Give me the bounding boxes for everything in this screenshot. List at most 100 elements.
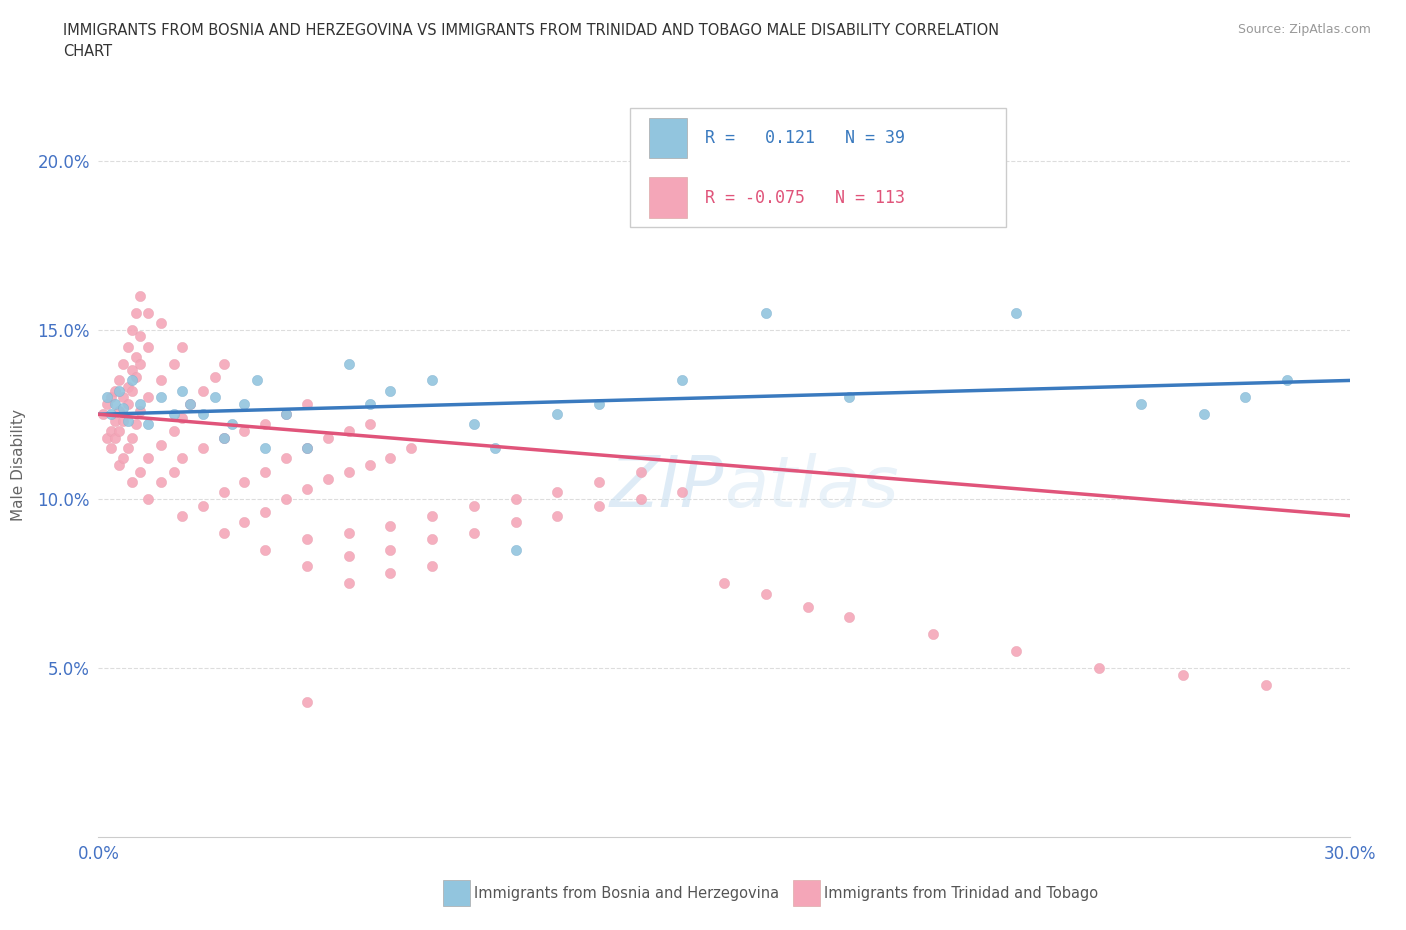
Point	[274, 406, 298, 421]
Point	[100, 406, 122, 421]
Point	[170, 339, 193, 354]
Bar	[443, 880, 470, 906]
Point	[380, 383, 402, 398]
Point	[274, 451, 298, 466]
Point	[359, 458, 381, 472]
Bar	[650, 177, 686, 218]
Point	[359, 397, 381, 412]
Text: CHART: CHART	[63, 44, 112, 59]
Point	[121, 474, 143, 489]
Point	[212, 525, 235, 540]
Point	[380, 565, 402, 580]
Point	[108, 424, 131, 439]
Point	[204, 390, 226, 405]
Point	[337, 549, 360, 564]
Point	[484, 441, 506, 456]
Text: Immigrants from Trinidad and Tobago: Immigrants from Trinidad and Tobago	[824, 886, 1098, 901]
Text: ZIP: ZIP	[610, 453, 724, 522]
Point	[233, 397, 256, 412]
Point	[138, 491, 160, 506]
Point	[112, 400, 135, 415]
Point	[125, 369, 148, 384]
Point	[838, 610, 860, 625]
Point	[505, 491, 527, 506]
FancyBboxPatch shape	[630, 108, 1005, 227]
Point	[505, 515, 527, 530]
Point	[254, 464, 277, 479]
Point	[162, 356, 184, 371]
Point	[1088, 660, 1111, 675]
Point	[713, 576, 735, 591]
Text: R =   0.121   N = 39: R = 0.121 N = 39	[706, 129, 905, 147]
Point	[546, 509, 568, 524]
Point	[295, 532, 318, 547]
Point	[337, 464, 360, 479]
Point	[921, 627, 943, 642]
Point	[546, 485, 568, 499]
Point	[191, 406, 214, 421]
Point	[129, 356, 152, 371]
Point	[254, 505, 277, 520]
Y-axis label: Male Disability: Male Disability	[11, 409, 27, 521]
Point	[170, 383, 193, 398]
Point	[117, 339, 139, 354]
Point	[179, 397, 201, 412]
Point	[254, 542, 277, 557]
Bar	[650, 117, 686, 158]
Point	[191, 383, 214, 398]
Text: Source: ZipAtlas.com: Source: ZipAtlas.com	[1237, 23, 1371, 36]
Point	[108, 383, 131, 398]
Point	[100, 441, 122, 456]
Point	[125, 305, 148, 320]
Point	[505, 542, 527, 557]
Point	[150, 437, 173, 452]
Point	[295, 441, 318, 456]
Point	[117, 397, 139, 412]
Point	[104, 431, 127, 445]
Point	[96, 390, 118, 405]
Point	[337, 525, 360, 540]
Point	[138, 390, 160, 405]
Point	[546, 406, 568, 421]
Point	[212, 431, 235, 445]
Point	[121, 323, 143, 338]
Point	[121, 431, 143, 445]
Point	[755, 586, 778, 601]
Point	[212, 356, 235, 371]
Point	[104, 414, 127, 429]
Point	[129, 288, 152, 303]
Point	[204, 369, 226, 384]
Point	[630, 491, 652, 506]
Point	[380, 518, 402, 533]
Point	[150, 315, 173, 330]
Point	[233, 515, 256, 530]
Point	[463, 417, 485, 432]
Point	[420, 509, 443, 524]
Point	[170, 410, 193, 425]
Point	[671, 485, 693, 499]
Point	[91, 406, 114, 421]
Point	[104, 397, 127, 412]
Point	[233, 474, 256, 489]
Point	[1234, 390, 1257, 405]
Point	[112, 356, 135, 371]
Point	[316, 431, 339, 445]
Point	[112, 451, 135, 466]
Point	[129, 397, 152, 412]
Point	[1277, 373, 1299, 388]
Text: R = -0.075   N = 113: R = -0.075 N = 113	[706, 189, 905, 206]
Point	[420, 559, 443, 574]
Point	[96, 397, 118, 412]
Point	[274, 406, 298, 421]
Point	[463, 525, 485, 540]
Point	[463, 498, 485, 513]
Point	[212, 431, 235, 445]
Point	[150, 373, 173, 388]
Point	[170, 509, 193, 524]
Text: Immigrants from Bosnia and Herzegovina: Immigrants from Bosnia and Herzegovina	[474, 886, 779, 901]
Point	[1005, 644, 1028, 658]
Point	[295, 397, 318, 412]
Point	[117, 379, 139, 394]
Point	[108, 458, 131, 472]
Point	[129, 329, 152, 344]
